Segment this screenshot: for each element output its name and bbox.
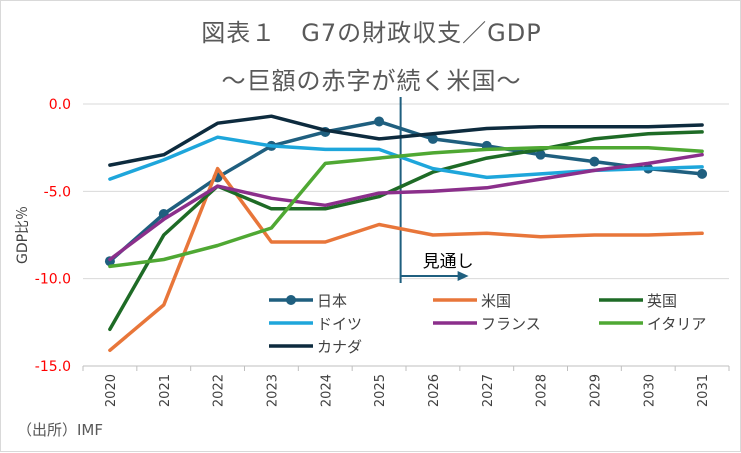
forecast-arrow-head (457, 271, 469, 281)
x-tick-label: 2027 (481, 374, 496, 407)
x-tick-label: 2024 (319, 374, 334, 407)
data-point-japan (535, 149, 546, 160)
legend-label-uk: 英国 (647, 292, 677, 310)
data-point-japan (589, 156, 600, 167)
data-point-japan (697, 168, 708, 179)
x-tick-label: 2020 (104, 374, 119, 407)
legend-label-canada: カナダ (317, 338, 362, 356)
legend-label-japan: 日本 (317, 292, 347, 310)
y-axis: 0.0 -5.0 -10.0 -15.0 GDP比％ (15, 97, 71, 375)
y-tick-label: 0.0 (49, 97, 71, 113)
series-line-uk (108, 130, 704, 332)
legend-marker-japan (286, 295, 296, 305)
y-tick-label: -10.0 (35, 272, 71, 288)
source-note: （出所）IMF (17, 421, 103, 439)
x-tick-label: 2021 (158, 374, 173, 407)
series-line-japan (108, 119, 704, 263)
data-point-japan (374, 116, 385, 127)
y-axis-label: GDP比％ (15, 206, 31, 264)
series-line-canada (108, 114, 704, 167)
x-tick-label: 2023 (265, 374, 280, 407)
series-line-france (108, 152, 704, 262)
series-line-germany (108, 135, 704, 181)
chart-title: 図表１ G7の財政収支／GDP (201, 19, 542, 47)
x-tick-label: 2031 (696, 374, 711, 407)
legend-label-italy: イタリア (647, 315, 706, 333)
series-lines (104, 114, 708, 353)
legend-label-usa: 米国 (481, 292, 511, 310)
y-tick-label: -15.0 (35, 359, 71, 375)
legend-label-france: フランス (481, 315, 541, 333)
x-tick-label: 2030 (642, 374, 657, 407)
y-tick-label: -5.0 (44, 184, 71, 200)
data-point-japan (427, 133, 438, 144)
x-tick-label: 2028 (535, 374, 550, 407)
series-line-italy (108, 145, 704, 269)
forecast-label: 見通し (423, 252, 474, 272)
x-tick-label: 2026 (427, 374, 442, 407)
chart-subtitle: ～巨額の赤字が続く米国～ (221, 67, 522, 95)
x-tick-label: 2025 (373, 374, 388, 407)
x-tick-label: 2022 (212, 374, 227, 407)
x-axis: 2020 2021 2022 2023 2024 2025 2026 2027 2028 2029… (82, 365, 730, 407)
x-tick-label: 2029 (588, 374, 603, 407)
legend-label-germany: ドイツ (317, 315, 362, 333)
